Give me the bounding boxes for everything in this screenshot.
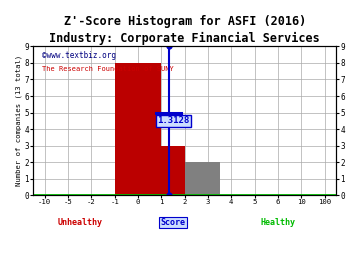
Bar (115, 63, 161, 195)
Text: Score: Score (161, 218, 185, 227)
Text: Unhealthy: Unhealthy (57, 218, 102, 227)
Title: Z'-Score Histogram for ASFI (2016)
Industry: Corporate Financial Services: Z'-Score Histogram for ASFI (2016) Indus… (49, 15, 320, 45)
Bar (185, 162, 220, 195)
Y-axis label: Number of companies (13 total): Number of companies (13 total) (15, 55, 22, 186)
Text: Healthy: Healthy (260, 218, 296, 227)
Text: ©www.textbiz.org: ©www.textbiz.org (42, 51, 116, 60)
Text: The Research Foundation of SUNY: The Research Foundation of SUNY (42, 66, 174, 72)
Bar (161, 146, 185, 195)
Text: 1.3128: 1.3128 (157, 116, 190, 125)
